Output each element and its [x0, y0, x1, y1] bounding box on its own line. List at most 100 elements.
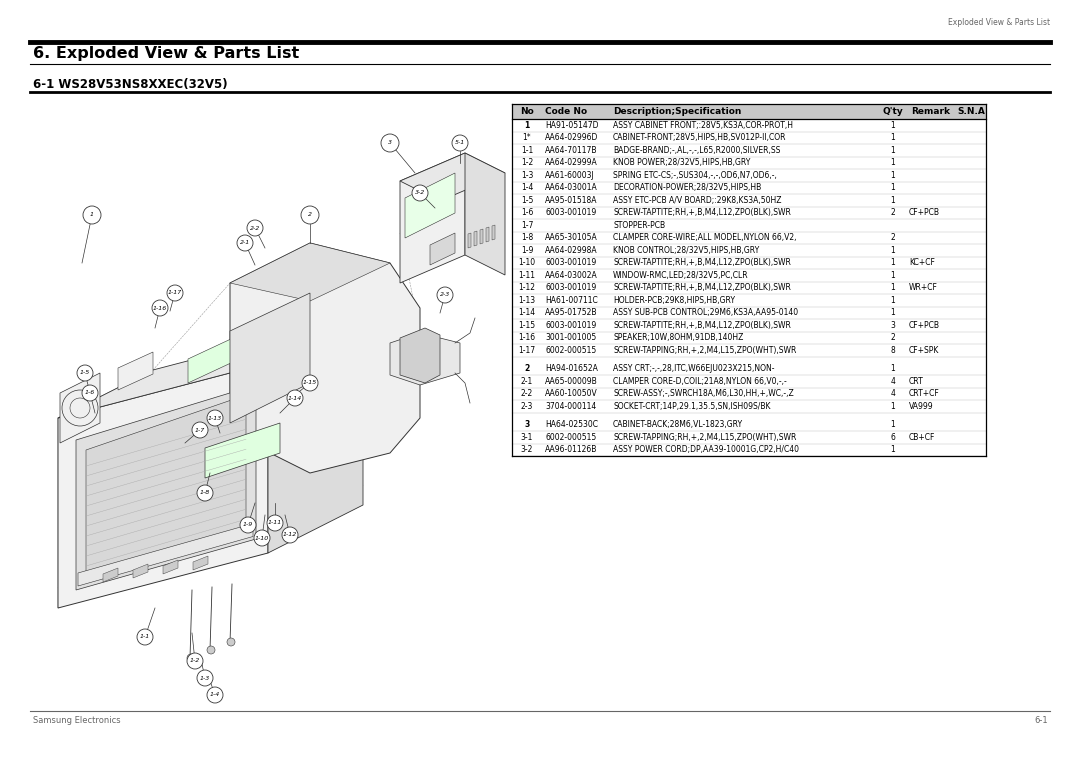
Text: 1-2: 1-2: [521, 158, 534, 167]
Text: 1-12: 1-12: [518, 283, 536, 292]
Text: 1: 1: [891, 158, 895, 167]
Circle shape: [187, 653, 203, 669]
Text: 1-13: 1-13: [207, 416, 222, 420]
Text: 2: 2: [891, 333, 895, 343]
Text: 1: 1: [90, 213, 94, 217]
Text: 1-16: 1-16: [153, 305, 167, 311]
Polygon shape: [230, 243, 420, 473]
Text: 2-1: 2-1: [521, 377, 534, 386]
Text: Exploded View & Parts List: Exploded View & Parts List: [948, 18, 1050, 27]
Bar: [512, 104, 986, 119]
Text: AA65-00009B: AA65-00009B: [545, 377, 597, 386]
Text: CRT: CRT: [909, 377, 923, 386]
Text: 1-7: 1-7: [521, 221, 534, 230]
Text: 1-4: 1-4: [210, 693, 220, 697]
Text: SPRING ETC-CS;-,SUS304,-,-,OD6,N7,OD6,-,: SPRING ETC-CS;-,SUS304,-,-,OD6,N7,OD6,-,: [613, 171, 777, 180]
Polygon shape: [78, 523, 253, 586]
Polygon shape: [468, 233, 471, 248]
Text: CABINET-BACK;28M6,VL-1823,GRY: CABINET-BACK;28M6,VL-1823,GRY: [613, 420, 743, 430]
Text: 1-3: 1-3: [521, 171, 534, 180]
Polygon shape: [58, 315, 363, 418]
Circle shape: [302, 375, 318, 391]
Text: 1: 1: [891, 308, 895, 317]
Text: DECORATION-POWER;28/32V5,HIPS,HB: DECORATION-POWER;28/32V5,HIPS,HB: [613, 183, 761, 192]
Text: 2: 2: [308, 213, 312, 217]
Circle shape: [167, 285, 183, 301]
Circle shape: [207, 410, 222, 426]
Polygon shape: [193, 556, 208, 570]
Text: 2-3: 2-3: [521, 402, 534, 410]
Polygon shape: [58, 363, 268, 608]
Text: 1: 1: [891, 364, 895, 373]
Text: 4: 4: [891, 377, 895, 386]
Text: Samsung Electronics: Samsung Electronics: [33, 716, 121, 725]
Circle shape: [207, 646, 215, 654]
Circle shape: [82, 385, 98, 401]
Text: 3-2: 3-2: [521, 446, 534, 454]
Circle shape: [77, 365, 93, 381]
Polygon shape: [492, 225, 495, 240]
Text: 1: 1: [525, 121, 529, 130]
Text: 3-2: 3-2: [415, 191, 426, 195]
Text: 1-5: 1-5: [521, 196, 534, 204]
Polygon shape: [118, 352, 153, 390]
Circle shape: [437, 287, 453, 303]
Text: 1-15: 1-15: [518, 320, 536, 330]
Text: 1-9: 1-9: [521, 246, 534, 255]
Circle shape: [237, 235, 253, 251]
Text: 3: 3: [891, 320, 895, 330]
Circle shape: [187, 654, 195, 662]
Text: HA91-05147D: HA91-05147D: [545, 121, 598, 130]
Text: 6003-001019: 6003-001019: [545, 320, 596, 330]
Text: AA65-30105A: AA65-30105A: [545, 233, 597, 242]
Text: WR+CF: WR+CF: [909, 283, 937, 292]
Text: No: No: [521, 107, 534, 116]
Text: 1-7: 1-7: [194, 427, 205, 433]
Text: 3001-001005: 3001-001005: [545, 333, 596, 343]
Text: 1-1: 1-1: [140, 635, 150, 639]
Text: 2: 2: [525, 364, 529, 373]
Text: 1: 1: [891, 146, 895, 155]
Polygon shape: [405, 173, 455, 238]
Text: 1-8: 1-8: [200, 491, 211, 495]
Text: 8: 8: [891, 346, 895, 355]
Text: 1-8: 1-8: [521, 233, 534, 242]
Polygon shape: [133, 564, 148, 578]
Circle shape: [227, 638, 235, 646]
Text: KNOB CONTROL;28/32V5,HIPS,HB,GRY: KNOB CONTROL;28/32V5,HIPS,HB,GRY: [613, 246, 759, 255]
Text: 2-3: 2-3: [440, 292, 450, 298]
Text: 1-10: 1-10: [518, 258, 536, 267]
Polygon shape: [400, 153, 505, 201]
Text: WINDOW-RMC,LED;28/32V5,PC,CLR: WINDOW-RMC,LED;28/32V5,PC,CLR: [613, 271, 748, 280]
Polygon shape: [486, 227, 489, 242]
Text: AA95-01752B: AA95-01752B: [545, 308, 597, 317]
Text: 1-17: 1-17: [167, 291, 183, 295]
Text: SPEAKER;10W,8OHM,91DB,140HZ: SPEAKER;10W,8OHM,91DB,140HZ: [613, 333, 743, 343]
Text: CLAMPER CORE-WIRE;ALL MODEL,NYLON 66,V2,: CLAMPER CORE-WIRE;ALL MODEL,NYLON 66,V2,: [613, 233, 797, 242]
Text: 1: 1: [891, 183, 895, 192]
Circle shape: [287, 390, 303, 406]
Text: 1-12: 1-12: [283, 533, 297, 537]
Text: CF+SPK: CF+SPK: [909, 346, 940, 355]
Text: 6003-001019: 6003-001019: [545, 283, 596, 292]
Text: 4: 4: [891, 389, 895, 398]
Text: SCREW-TAPPING;RH,+,2,M4,L15,ZPO(WHT),SWR: SCREW-TAPPING;RH,+,2,M4,L15,ZPO(WHT),SWR: [613, 433, 796, 442]
Circle shape: [152, 300, 168, 316]
Circle shape: [301, 206, 319, 224]
Text: 6003-001019: 6003-001019: [545, 258, 596, 267]
Text: 2: 2: [891, 233, 895, 242]
Text: 3: 3: [388, 140, 392, 146]
Text: AA60-10050V: AA60-10050V: [545, 389, 597, 398]
Text: 6-1 WS28V53NS8XXEC(32V5): 6-1 WS28V53NS8XXEC(32V5): [33, 78, 228, 91]
Text: Q'ty: Q'ty: [882, 107, 903, 116]
Text: AA64-02998A: AA64-02998A: [545, 246, 597, 255]
Text: 2-2: 2-2: [249, 226, 260, 230]
Text: 1: 1: [891, 258, 895, 267]
Circle shape: [453, 135, 468, 151]
Text: 1-11: 1-11: [518, 271, 536, 280]
Text: SCREW-TAPTITE;RH,+,B,M4,L12,ZPO(BLK),SWR: SCREW-TAPTITE;RH,+,B,M4,L12,ZPO(BLK),SWR: [613, 208, 791, 217]
Text: 5-1: 5-1: [455, 140, 465, 146]
Text: Description;Specification: Description;Specification: [613, 107, 741, 116]
Text: SCREW-TAPPING;RH,+,2,M4,L15,ZPO(WHT),SWR: SCREW-TAPPING;RH,+,2,M4,L15,ZPO(WHT),SWR: [613, 346, 796, 355]
Polygon shape: [60, 373, 100, 443]
